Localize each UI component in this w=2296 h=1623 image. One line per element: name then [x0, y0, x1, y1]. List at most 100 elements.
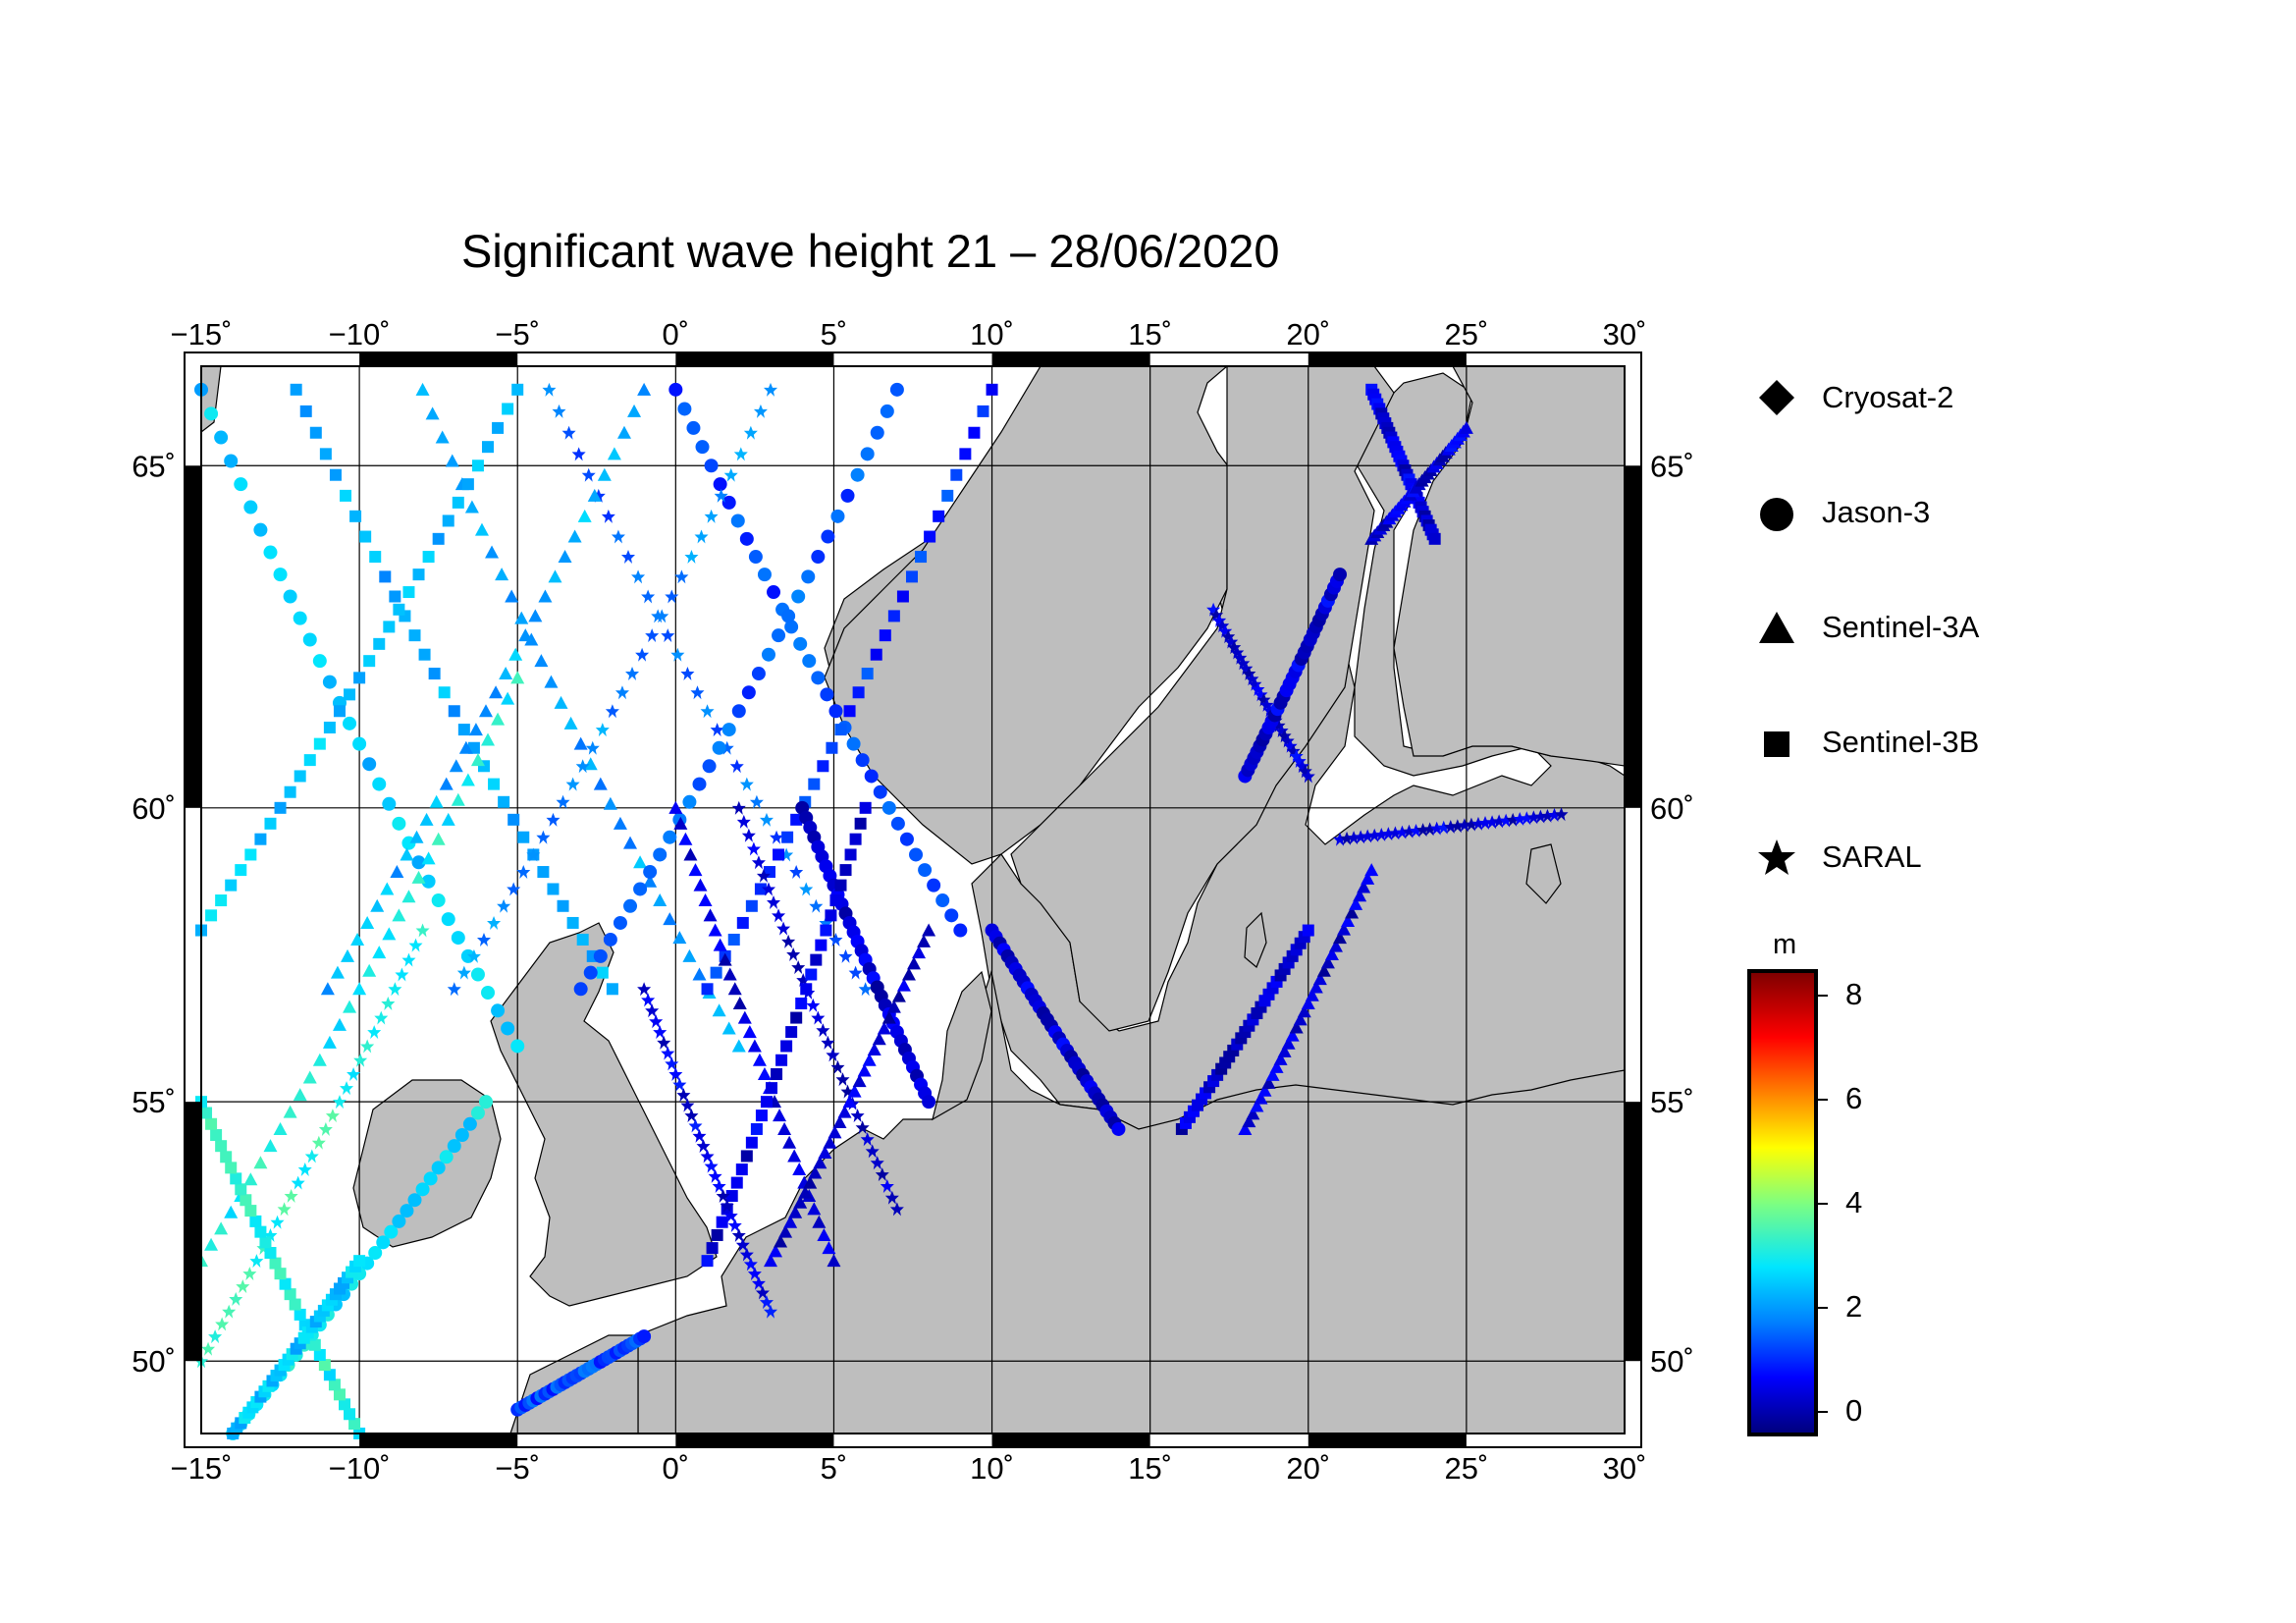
- frame-segment-top: [359, 352, 518, 366]
- track-point: [743, 425, 758, 440]
- track-point: [516, 865, 531, 880]
- tick-labels: −15˚ −15˚ −10˚ −10˚ −5˚ −5˚ 0˚ 0˚ 5˚ 5˚ 10˚ 10˚ 15˚ 1…: [132, 317, 1694, 1486]
- track-point: [708, 923, 722, 937]
- track-point: [606, 983, 618, 996]
- track-point: [678, 832, 693, 845]
- track-point: [821, 529, 835, 544]
- track-point: [821, 1035, 835, 1050]
- track-point: [761, 882, 775, 896]
- track-point: [421, 874, 436, 889]
- track-point: [284, 1288, 296, 1301]
- track-point: [1256, 692, 1271, 707]
- track-point: [731, 704, 746, 719]
- colorbar-tick-mark: [1818, 1410, 1828, 1413]
- track-point: [727, 933, 740, 946]
- track-point: [684, 1109, 699, 1123]
- legend-item-sentinel3a: Sentinel-3A: [1757, 608, 2110, 723]
- track-point: [922, 1095, 936, 1109]
- track-point: [935, 893, 950, 908]
- track-point: [495, 568, 509, 581]
- track-point: [880, 404, 894, 418]
- track-point: [706, 1242, 719, 1255]
- track-point: [573, 982, 588, 997]
- track-point: [353, 672, 366, 684]
- track-point: [323, 1369, 336, 1381]
- track-point: [884, 1190, 899, 1205]
- lon-tick-label-bottom: −5˚: [495, 1451, 540, 1486]
- track-point: [566, 916, 579, 929]
- lon-tick-label-bottom: −15˚: [171, 1451, 233, 1486]
- track-point: [392, 908, 406, 922]
- track-point: [886, 1000, 901, 1013]
- track-point: [764, 382, 777, 397]
- track-point: [788, 1205, 803, 1218]
- track-point: [771, 1067, 783, 1080]
- track-point: [909, 847, 924, 862]
- track-point: [743, 1257, 758, 1271]
- track-point: [376, 1235, 391, 1250]
- track-point: [834, 879, 847, 892]
- track-point: [663, 912, 677, 926]
- track-point: [491, 1003, 506, 1018]
- track-point: [1218, 623, 1233, 638]
- track-point: [352, 736, 367, 751]
- track-point: [557, 899, 569, 912]
- track-point: [249, 1215, 262, 1227]
- track-point: [1286, 743, 1301, 758]
- track-point: [311, 1135, 326, 1150]
- track-point: [767, 585, 781, 600]
- colorbar-tick-mark: [1818, 1306, 1828, 1309]
- track-point: [438, 686, 451, 699]
- track-point: [834, 724, 847, 736]
- track-point: [668, 382, 683, 397]
- track-point: [830, 1059, 845, 1074]
- track-point: [723, 1209, 738, 1223]
- lon-tick-label-bottom: 5˚: [821, 1451, 848, 1486]
- track-point: [318, 1121, 333, 1136]
- track-point: [907, 956, 922, 970]
- land-continent: [637, 969, 1626, 1434]
- track-point: [1251, 682, 1265, 697]
- track-point: [340, 489, 352, 502]
- frame-segment-right: [1625, 465, 1641, 808]
- track-point: [764, 1254, 777, 1268]
- track-point: [499, 667, 513, 680]
- track-point: [528, 609, 543, 622]
- track-point: [702, 759, 717, 774]
- track-point: [1289, 749, 1304, 764]
- track-point: [776, 921, 791, 936]
- track-point: [284, 785, 296, 798]
- track-point: [360, 1039, 375, 1054]
- track-point: [547, 883, 560, 895]
- track-point: [415, 923, 430, 938]
- track-point: [1485, 815, 1500, 830]
- track-point: [224, 454, 239, 468]
- track-point: [1354, 830, 1368, 844]
- track-point: [445, 454, 459, 467]
- track-point: [603, 932, 617, 947]
- track-point: [1333, 931, 1347, 945]
- track-point: [784, 620, 799, 634]
- track-point: [341, 948, 355, 962]
- track-point: [308, 1338, 321, 1351]
- track-point: [263, 1227, 278, 1242]
- track-point: [502, 403, 514, 415]
- lat-tick-label-right: 60˚: [1650, 791, 1694, 826]
- track-point: [749, 794, 764, 809]
- track-point: [716, 1216, 728, 1228]
- colorbar-tick-label: 8: [1845, 977, 1863, 1012]
- track-point: [1381, 827, 1396, 841]
- track-point: [704, 459, 719, 473]
- track-point: [347, 1066, 361, 1081]
- track-point: [859, 801, 872, 814]
- track-point: [785, 1026, 798, 1039]
- track-point: [757, 1066, 772, 1080]
- track-point: [423, 1171, 438, 1186]
- track-point: [449, 759, 463, 773]
- track-point: [470, 1106, 485, 1120]
- track-point: [712, 1003, 726, 1017]
- track-point: [713, 938, 727, 951]
- track-point: [637, 382, 652, 396]
- track-point: [552, 404, 566, 418]
